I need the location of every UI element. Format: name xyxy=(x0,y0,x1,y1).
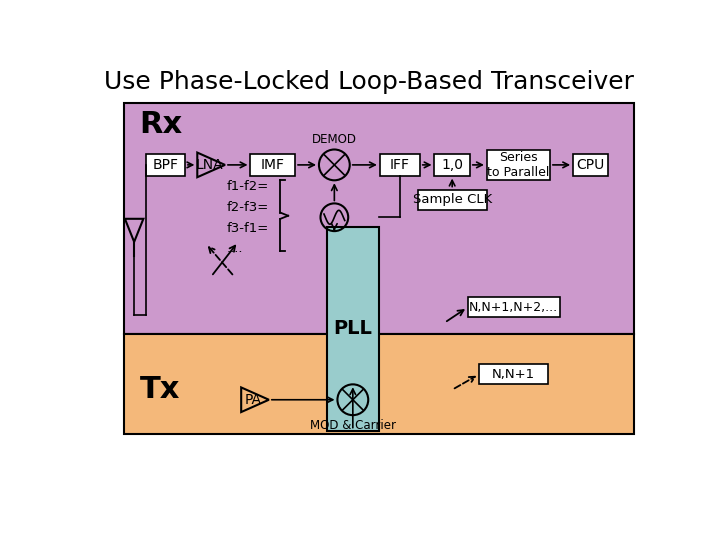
Text: DEMOD: DEMOD xyxy=(312,133,357,146)
Text: ....: .... xyxy=(227,241,243,254)
Bar xyxy=(573,154,608,176)
Text: PA: PA xyxy=(245,393,262,407)
Text: BPF: BPF xyxy=(153,158,179,172)
Text: N,N+1,N+2,...: N,N+1,N+2,... xyxy=(469,301,558,314)
Text: f3-f1=: f3-f1= xyxy=(227,221,269,234)
Text: IMF: IMF xyxy=(261,158,284,172)
Text: f1-f2=: f1-f2= xyxy=(227,180,269,193)
Text: Sample CLK: Sample CLK xyxy=(413,193,492,206)
Bar xyxy=(434,154,470,176)
Text: MOD & Carrier: MOD & Carrier xyxy=(310,419,396,432)
Text: f2-f3=: f2-f3= xyxy=(227,201,269,214)
Text: PLL: PLL xyxy=(333,319,372,338)
Bar xyxy=(124,103,634,334)
Text: CPU: CPU xyxy=(577,158,605,172)
Text: LNA: LNA xyxy=(196,158,223,172)
Text: Tx: Tx xyxy=(140,375,180,404)
Bar xyxy=(479,364,549,384)
Text: Rx: Rx xyxy=(140,110,183,139)
Bar xyxy=(124,334,634,434)
Bar xyxy=(487,150,550,179)
Text: IFF: IFF xyxy=(390,158,410,172)
Bar xyxy=(418,190,487,210)
Text: N,N+1: N,N+1 xyxy=(492,368,536,381)
Bar xyxy=(379,154,420,176)
Text: Series
to Parallel: Series to Parallel xyxy=(487,151,549,179)
Bar xyxy=(251,154,295,176)
Bar xyxy=(467,298,560,318)
Text: Use Phase-Locked Loop-Based Transceiver: Use Phase-Locked Loop-Based Transceiver xyxy=(104,70,634,94)
Text: 1,0: 1,0 xyxy=(441,158,463,172)
Bar xyxy=(146,154,185,176)
Bar xyxy=(327,226,379,430)
